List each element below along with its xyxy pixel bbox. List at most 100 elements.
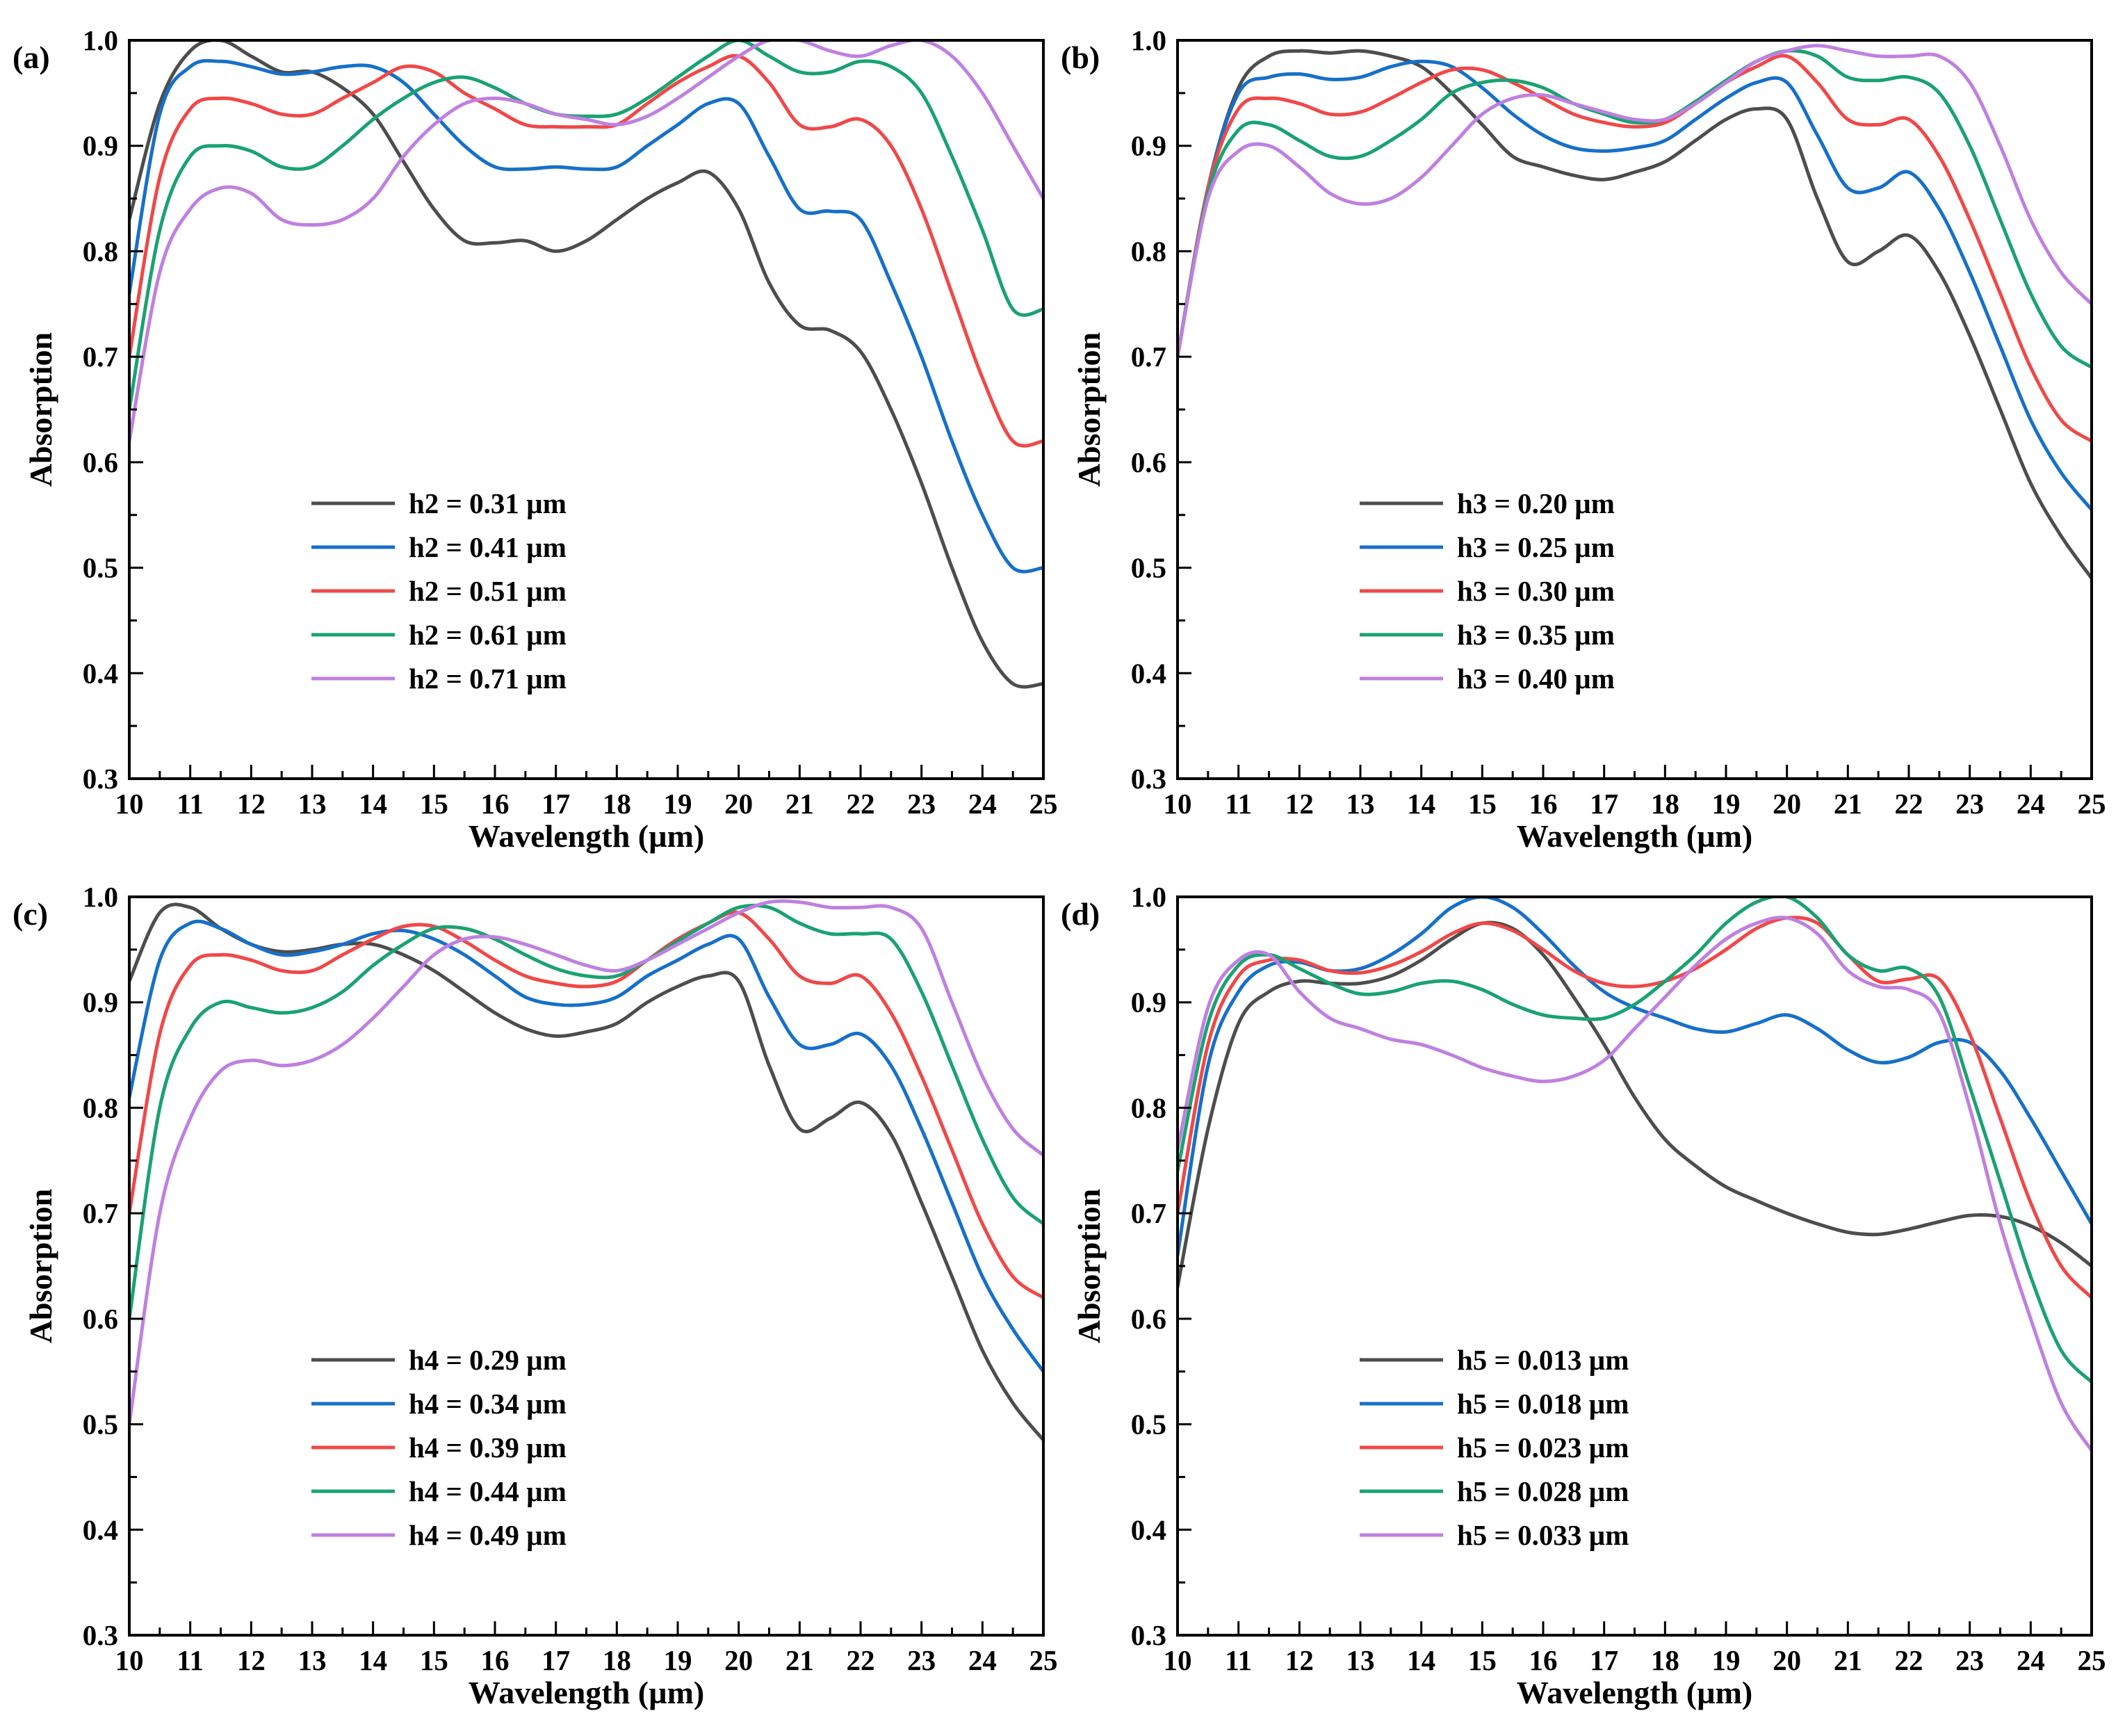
x-tick-label: 25 <box>1029 1644 1058 1676</box>
legend-label-1: h2 = 0.31 µm <box>409 487 567 519</box>
x-axis-title: Wavelength (µm) <box>1517 1675 1753 1710</box>
x-tick-label: 16 <box>1529 1644 1558 1676</box>
x-tick-label: 20 <box>1773 1644 1801 1676</box>
x-tick-label: 14 <box>1407 1644 1435 1676</box>
x-tick-label: 12 <box>1285 788 1314 820</box>
x-tick-label: 22 <box>847 1644 875 1676</box>
x-tick-label: 23 <box>1955 788 1984 820</box>
x-tick-label: 13 <box>298 788 327 820</box>
x-tick-label: 18 <box>1651 788 1679 820</box>
x-tick-label: 17 <box>1590 1644 1618 1676</box>
x-tick-label: 12 <box>1285 1644 1314 1676</box>
legend-label-5: h5 = 0.033 µm <box>1457 1519 1629 1551</box>
x-tick-label: 17 <box>542 788 570 820</box>
y-tick-label: 0.4 <box>1131 1514 1166 1546</box>
x-tick-label: 24 <box>968 788 997 820</box>
x-tick-label: 10 <box>1164 1644 1192 1676</box>
x-tick-label: 24 <box>2017 1644 2045 1676</box>
y-tick-label: 0.8 <box>83 1092 118 1123</box>
series-line-5 <box>129 40 1043 443</box>
y-tick-label: 1.0 <box>1131 881 1166 913</box>
legend-label-3: h2 = 0.51 µm <box>409 575 567 607</box>
y-tick-label: 1.0 <box>83 881 118 913</box>
y-tick-label: 0.4 <box>1131 657 1166 689</box>
y-tick-label: 0.9 <box>83 987 118 1019</box>
x-tick-label: 12 <box>237 1644 266 1676</box>
x-tick-label: 21 <box>1834 1644 1862 1676</box>
series-line-2 <box>1178 897 2092 1258</box>
x-tick-label: 14 <box>1407 788 1435 820</box>
legend-label-4: h2 = 0.61 µm <box>409 619 567 651</box>
series-line-1 <box>129 40 1043 689</box>
legend-label-5: h2 = 0.71 µm <box>409 663 567 695</box>
series-line-4 <box>1178 49 2092 369</box>
x-tick-label: 25 <box>2078 1644 2106 1676</box>
x-tick-label: 23 <box>907 1644 936 1676</box>
x-tick-label: 20 <box>724 788 753 820</box>
x-tick-label: 23 <box>1955 1644 1984 1676</box>
y-tick-label: 0.7 <box>83 1197 118 1229</box>
x-tick-label: 21 <box>1834 788 1862 820</box>
x-tick-label: 17 <box>1590 788 1618 820</box>
series-line-5 <box>1178 916 2092 1452</box>
panel-label: (a) <box>13 40 50 75</box>
x-tick-label: 15 <box>420 788 448 820</box>
y-tick-label: 0.5 <box>1131 552 1166 584</box>
x-tick-label: 18 <box>603 788 631 820</box>
series-line-4 <box>129 40 1043 412</box>
x-tick-label: 13 <box>1346 788 1375 820</box>
legend-label-4: h3 = 0.35 µm <box>1457 619 1615 651</box>
y-tick-label: 0.6 <box>1131 446 1166 478</box>
series-line-4 <box>129 903 1043 1321</box>
x-axis-title: Wavelength (µm) <box>1517 818 1753 854</box>
x-tick-label: 25 <box>1029 788 1058 820</box>
panel-label: (d) <box>1061 896 1100 932</box>
series-group <box>1178 897 2092 1452</box>
x-tick-label: 20 <box>724 1644 753 1676</box>
series-line-1 <box>129 902 1043 1442</box>
y-tick-label: 0.5 <box>83 1409 118 1441</box>
y-tick-label: 0.7 <box>83 341 118 373</box>
x-tick-label: 22 <box>847 788 875 820</box>
legend-label-2: h4 = 0.34 µm <box>409 1388 567 1420</box>
series-group <box>129 40 1043 689</box>
x-tick-label: 21 <box>785 788 814 820</box>
x-tick-label: 16 <box>481 1644 510 1676</box>
y-axis-title: Absorption <box>1071 1189 1107 1343</box>
legend-label-2: h5 = 0.018 µm <box>1457 1388 1629 1420</box>
legend-label-5: h4 = 0.49 µm <box>409 1519 567 1551</box>
chart-panel-d: 10 11 12 13 14 15 16 17 18 19 20 21 22 23 24 25 0.3 0.4 0.… <box>1061 881 2106 1710</box>
x-tick-label: 22 <box>1895 1644 1923 1676</box>
y-tick-label: 0.3 <box>1131 1619 1166 1651</box>
x-tick-label: 11 <box>177 788 204 820</box>
x-tick-label: 11 <box>1225 1644 1252 1676</box>
y-axis-title: Absorption <box>23 1189 58 1343</box>
x-tick-label: 23 <box>907 788 936 820</box>
series-line-3 <box>129 910 1043 1299</box>
chart-panel-a: 10 11 12 13 14 15 16 17 18 19 20 21 22 23 24 25 0.3 0.4 0.… <box>13 24 1058 854</box>
x-tick-label: 15 <box>420 1644 448 1676</box>
x-tick-label: 15 <box>1468 788 1497 820</box>
y-tick-label: 0.8 <box>83 235 118 267</box>
legend-label-3: h4 = 0.39 µm <box>409 1431 567 1463</box>
y-tick-label: 1.0 <box>83 24 118 56</box>
x-tick-label: 18 <box>1651 1644 1679 1676</box>
x-tick-label: 19 <box>664 788 692 820</box>
x-tick-label: 13 <box>298 1644 327 1676</box>
x-tick-label: 14 <box>359 788 387 820</box>
legend-label-2: h3 = 0.25 µm <box>1457 531 1615 563</box>
x-tick-label: 19 <box>1712 1644 1741 1676</box>
legend-label-3: h3 = 0.30 µm <box>1457 575 1615 607</box>
y-tick-label: 0.7 <box>1131 341 1166 373</box>
series-line-4 <box>1178 897 2092 1384</box>
x-axis-title: Wavelength (µm) <box>469 818 705 854</box>
x-axis-title: Wavelength (µm) <box>469 1675 705 1710</box>
x-tick-label: 18 <box>603 1644 631 1676</box>
x-tick-label: 16 <box>481 788 510 820</box>
y-tick-label: 0.5 <box>83 552 118 584</box>
x-tick-label: 15 <box>1468 1644 1497 1676</box>
y-tick-label: 0.6 <box>1131 1303 1166 1335</box>
legend-label-5: h3 = 0.40 µm <box>1457 663 1615 695</box>
x-tick-label: 21 <box>785 1644 814 1676</box>
x-tick-label: 10 <box>115 1644 144 1676</box>
